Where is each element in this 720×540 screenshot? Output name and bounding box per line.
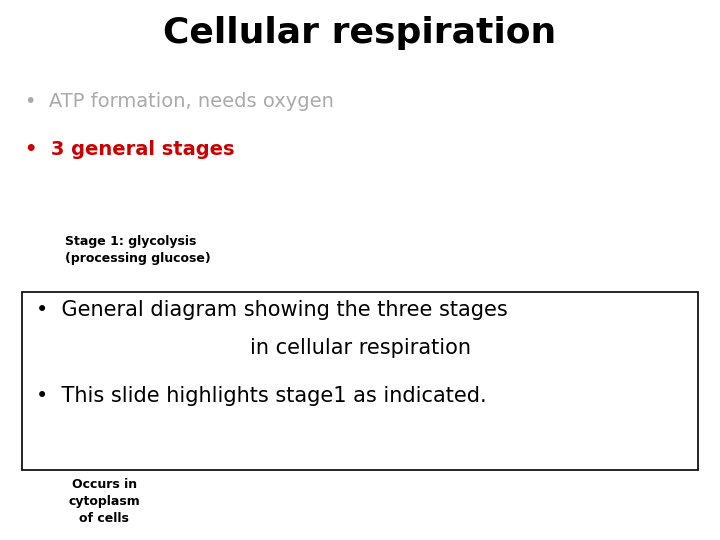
Text: •  General diagram showing the three stages: • General diagram showing the three stag… (36, 300, 508, 320)
Text: •  ATP formation, needs oxygen: • ATP formation, needs oxygen (25, 92, 334, 111)
FancyBboxPatch shape (22, 292, 698, 470)
Text: in cellular respiration: in cellular respiration (250, 338, 470, 357)
Text: •  This slide highlights stage1 as indicated.: • This slide highlights stage1 as indica… (36, 386, 487, 406)
Text: Stage 1: glycolysis
(processing glucose): Stage 1: glycolysis (processing glucose) (65, 235, 210, 265)
Text: •  3 general stages: • 3 general stages (25, 140, 235, 159)
Text: Cellular respiration: Cellular respiration (163, 16, 557, 50)
Text: Occurs in
cytoplasm
of cells: Occurs in cytoplasm of cells (68, 478, 140, 525)
